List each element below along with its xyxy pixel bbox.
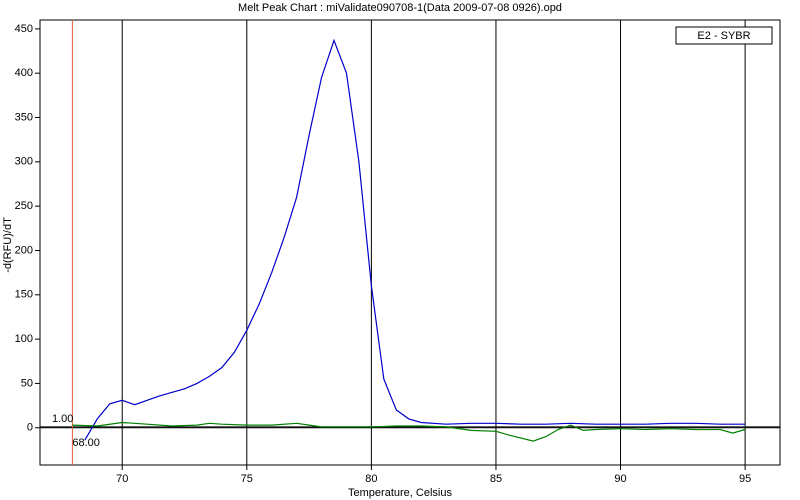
y-tick-label: 450 — [15, 23, 33, 35]
y-tick-label: 0 — [27, 422, 33, 434]
y-tick-label: 300 — [15, 156, 33, 168]
plot-frame — [39, 19, 781, 466]
x-tick-label: 70 — [116, 473, 128, 485]
x-tick-label: 75 — [241, 473, 253, 485]
y-tick-label: 50 — [21, 377, 33, 389]
y-tick-label: 200 — [15, 244, 33, 256]
x-tick-label: 80 — [365, 473, 377, 485]
legend-box — [675, 26, 773, 45]
chart-title: Melt Peak Chart : miValidate090708-1(Dat… — [238, 2, 562, 14]
y-tick-label: 350 — [15, 111, 33, 123]
x-tick-label: 90 — [614, 473, 626, 485]
series-line — [84, 38, 746, 441]
series-line — [72, 421, 746, 442]
marker-label: 68.00 — [72, 437, 100, 449]
threshold-label: 1.00 — [52, 413, 73, 425]
x-tick-label: 95 — [739, 473, 751, 485]
x-tick-label: 85 — [490, 473, 502, 485]
legend-label: E2 - SYBR — [697, 30, 750, 42]
y-tick-label: 250 — [15, 200, 33, 212]
y-tick-label: 400 — [15, 67, 33, 79]
y-tick-label: 150 — [15, 289, 33, 301]
x-axis-label: Temperature, Celsius — [348, 487, 452, 499]
y-axis-label: -d(RFU)/dT — [2, 217, 14, 273]
y-tick-label: 100 — [15, 333, 33, 345]
